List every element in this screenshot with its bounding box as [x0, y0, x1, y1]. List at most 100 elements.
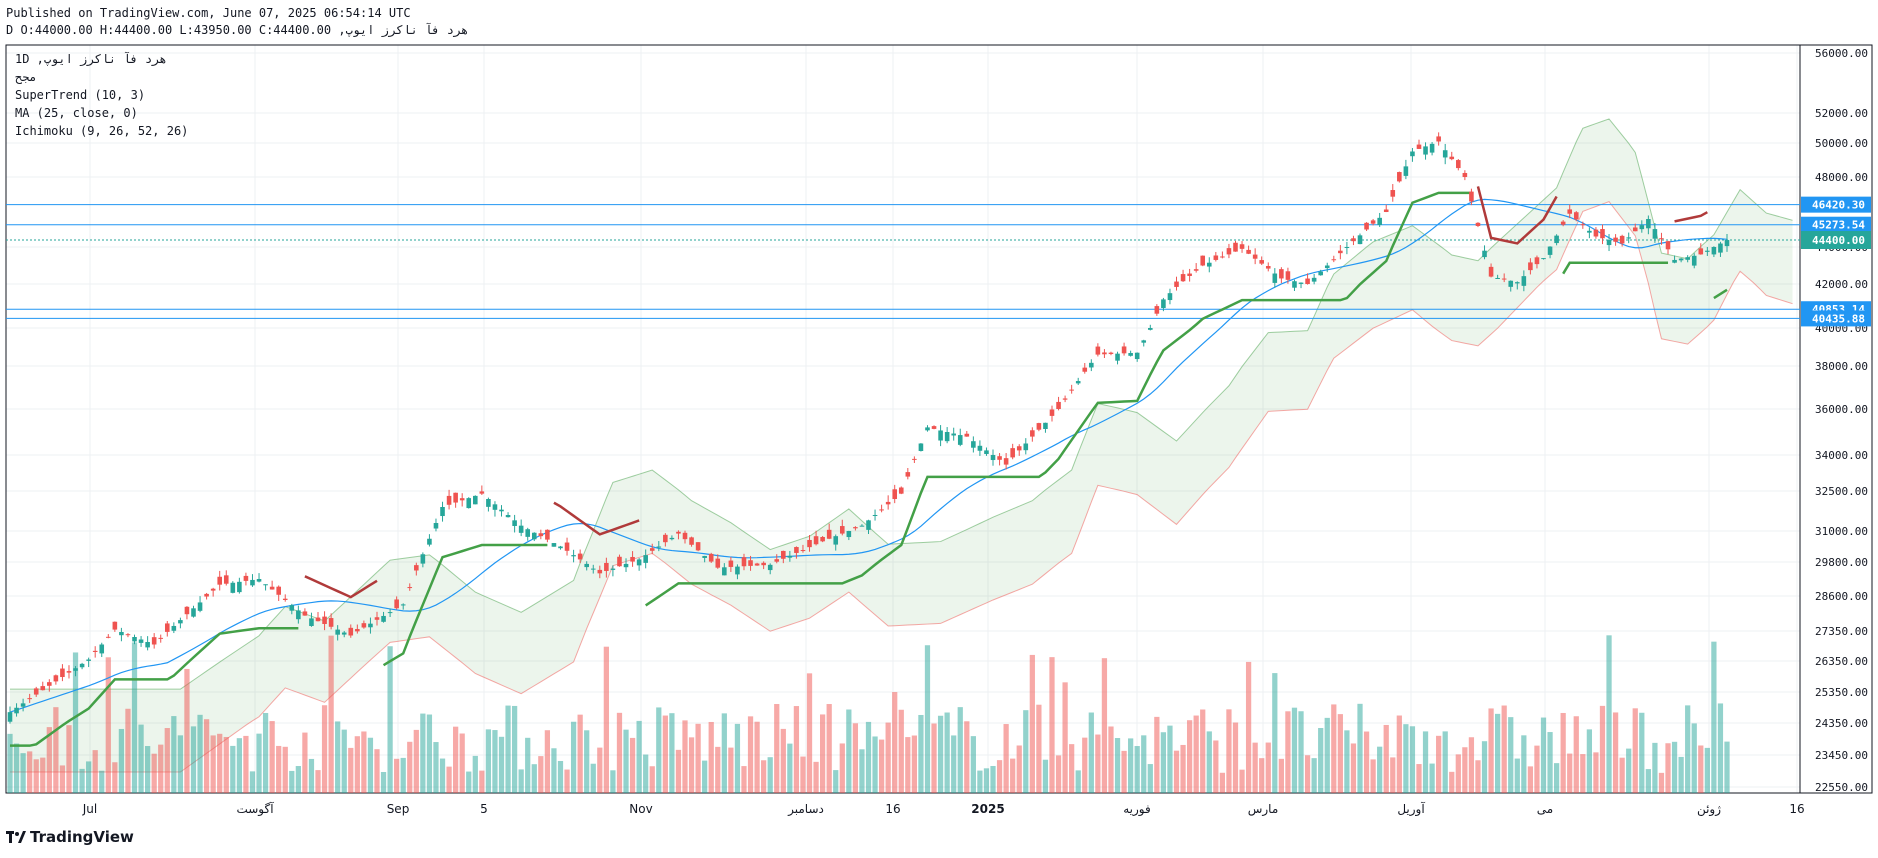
candle-body [938, 430, 943, 441]
volume-bar [1062, 682, 1068, 793]
candle-body [676, 531, 681, 534]
candle-body [1141, 340, 1147, 343]
volume-bar [996, 760, 1003, 793]
time-tick-label: دسامبر [787, 802, 824, 817]
candle-body [1495, 277, 1500, 279]
candle-body [210, 588, 216, 591]
legend-ichimoku[interactable]: Ichimoku (9, 26, 52, 26) [15, 124, 189, 138]
price-tick-label: 24350.00 [1815, 717, 1868, 730]
candle-body [289, 605, 295, 611]
candle-body [125, 634, 131, 636]
volume-bar [544, 730, 551, 793]
volume-bar [1573, 716, 1579, 793]
candle-body [348, 627, 354, 636]
candle-body [1678, 258, 1684, 261]
volume-bar [1560, 712, 1566, 793]
candle-body [892, 489, 898, 499]
candle-body [682, 532, 688, 540]
volume-bar [610, 770, 616, 793]
time-tick-label: آگوست [236, 801, 274, 817]
volume-bar [145, 746, 151, 793]
time-tick-label: فوریه [1123, 802, 1151, 817]
candle-body [479, 491, 485, 494]
volume-bar [236, 738, 242, 793]
candle-body [656, 546, 662, 548]
volume-bars [7, 635, 1730, 793]
candle-body [387, 612, 393, 614]
volume-bar [1259, 758, 1265, 793]
volume-bar [1429, 763, 1435, 793]
volume-bar [636, 720, 642, 793]
volume-bar [970, 736, 976, 793]
volume-bar [387, 646, 393, 793]
candle-body [715, 558, 721, 568]
candle-body [33, 688, 39, 695]
candle-body [1108, 352, 1114, 354]
volume-bar [230, 745, 236, 793]
price-tick-label: 48000.00 [1815, 171, 1868, 184]
candle-body [866, 520, 871, 530]
candle-body [1226, 248, 1232, 255]
volume-bar [1475, 760, 1481, 793]
price-axis-frame [1799, 44, 1873, 794]
candle-body [1646, 219, 1651, 229]
volume-bar [400, 757, 406, 793]
ohlc-header: هرد فآ ناکرز ایوپ, D O:44000.00 H:44400.… [6, 23, 469, 37]
legend-ma[interactable]: MA (25, close, 0) [15, 106, 138, 120]
candle-body [957, 435, 963, 445]
candle-body [518, 525, 524, 533]
candle-body [1685, 257, 1690, 260]
volume-bar [1272, 673, 1278, 793]
price-tick-label: 50000.00 [1815, 137, 1868, 150]
price-tick-label: 36000.00 [1815, 403, 1868, 416]
volume-bar [905, 737, 911, 793]
volume-bar [682, 720, 688, 793]
candle-body [1279, 269, 1284, 279]
volume-bar [1023, 710, 1029, 793]
volume-bar [1337, 714, 1343, 793]
volume-bar [1069, 744, 1075, 793]
candle-body [1220, 256, 1225, 258]
candle-body [151, 637, 157, 645]
volume-bar [1422, 731, 1429, 793]
volume-bar [341, 729, 347, 793]
volume-bar [40, 757, 46, 793]
legend-exchange: مجح [15, 70, 37, 84]
cloud-area [10, 118, 1793, 773]
time-tick-label: Sep [387, 802, 410, 816]
volume-bar [466, 771, 472, 793]
candle-body [1659, 238, 1664, 240]
volume-bar [1121, 750, 1127, 793]
supertrend [10, 186, 1728, 747]
level-badge-bg [1801, 310, 1871, 327]
legend-supertrend[interactable]: SuperTrend (10, 3) [15, 88, 146, 102]
candle-body [1213, 255, 1219, 260]
candle-body [427, 538, 432, 545]
volume-bar [538, 756, 544, 793]
volume-bar [977, 770, 983, 793]
volume-bar [138, 724, 144, 793]
candle-body [1010, 448, 1015, 458]
candle-body [1030, 430, 1035, 437]
candle-body [1456, 160, 1461, 169]
candle-body [1449, 156, 1455, 160]
candle-body [577, 553, 583, 560]
volume-bar [1396, 715, 1402, 793]
supertrend-up-line [644, 191, 1472, 607]
candle-body [1587, 230, 1592, 233]
candle-body [558, 546, 563, 549]
price-tick-label: 26350.00 [1815, 655, 1868, 668]
candle-body [1698, 248, 1704, 255]
supertrend-up-line [10, 627, 299, 747]
volume-bar [1108, 726, 1114, 793]
candle-body [381, 615, 386, 622]
volume-bar [99, 770, 105, 793]
volume-bar [1245, 661, 1252, 793]
candle-body [1272, 273, 1278, 283]
tradingview-logo[interactable]: TradingView [6, 828, 134, 846]
price-tick-label: 23450.00 [1815, 749, 1868, 762]
volume-bar [898, 709, 904, 793]
candle-body [669, 537, 675, 540]
candle-body [499, 509, 504, 512]
